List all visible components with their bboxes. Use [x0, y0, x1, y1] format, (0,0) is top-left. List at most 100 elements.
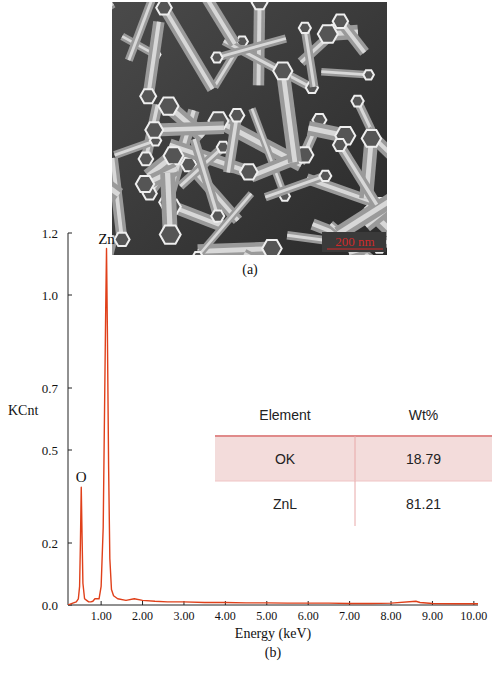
y-tick: [68, 543, 72, 544]
rod-tip: [333, 15, 348, 28]
rod-edge: [265, 176, 325, 197]
x-tick-label: 2.00: [132, 609, 153, 623]
x-axis: [68, 605, 478, 606]
y-tick-label: 0.0: [42, 598, 58, 613]
y-tick-label: 1.2: [42, 226, 58, 241]
rod-edge: [340, 145, 377, 205]
table-header: Element: [259, 407, 310, 423]
peak-label: Zn: [98, 231, 115, 247]
rod: [340, 145, 377, 205]
rod: [194, 139, 218, 216]
plot-area: [68, 249, 478, 606]
table-cell: OK: [275, 451, 296, 467]
x-tick-label: 3.00: [173, 609, 194, 623]
y-tick-label: 0.2: [42, 536, 58, 551]
rod-tip: [160, 226, 181, 244]
y-axis-title: KCnt: [8, 403, 38, 418]
figure: 200 nm (a) 0.0 0.2 0.5 0.7 1.0 1.2 1.00 2.00 3.00 4…: [0, 0, 501, 675]
rod-tip: [145, 122, 163, 137]
y-tick: [68, 450, 72, 451]
panel-a: 200 nm: [44, 0, 447, 286]
x-tick-label: 10.00: [460, 609, 487, 623]
rod-tip: [363, 70, 374, 79]
rod-edge: [200, 2, 235, 44]
scale-bar-label: 200 nm: [335, 234, 374, 249]
panel-label: (a): [242, 262, 258, 278]
table: ElementWt%OK18.79ZnL81.21: [215, 407, 492, 526]
rod-edge: [252, 109, 285, 197]
x-tick-label: 1.00: [91, 609, 112, 623]
rod-tip: [318, 25, 338, 42]
rod-tip: [299, 23, 311, 33]
rod-tip: [159, 97, 179, 114]
rod-edge: [228, 115, 237, 172]
rod-edge: [148, 22, 159, 96]
table-divider: [355, 481, 356, 526]
scale-bar: [327, 248, 383, 249]
rod: [252, 109, 285, 197]
table-divider: [355, 436, 356, 481]
table-cell: 81.21: [406, 496, 441, 512]
table-rule: [215, 435, 492, 437]
rod-tip: [211, 53, 222, 63]
x-tick: [142, 601, 143, 605]
rod-tip: [156, 2, 172, 15]
y-tick: [68, 233, 72, 234]
rod: [164, 8, 213, 89]
rod-edge: [244, 253, 296, 255]
rod: [154, 128, 224, 130]
x-tick-label: 9.00: [422, 609, 443, 623]
y-axis: [68, 233, 69, 605]
y-tick: [68, 295, 72, 296]
rod-edge: [198, 194, 252, 255]
x-tick-label: 7.00: [339, 609, 360, 623]
rod-tip: [164, 147, 184, 164]
y-tick: [68, 388, 72, 389]
spectrum-line: [68, 249, 478, 606]
rod-tip: [193, 252, 203, 255]
rod-edge: [154, 128, 224, 130]
rod: [198, 194, 252, 255]
rods: [112, 2, 387, 255]
rod-edge: [194, 139, 218, 216]
peak-label: O: [76, 469, 87, 485]
rod-edge: [112, 4, 113, 23]
rod-tip: [252, 2, 268, 9]
y-tick-label: 1.0: [42, 288, 58, 303]
x-axis-title: Energy (keV): [235, 626, 312, 642]
x-tick-label: 5.00: [256, 609, 277, 623]
rod-tip: [262, 240, 282, 255]
rod: [321, 72, 368, 75]
rod-edge: [305, 28, 314, 87]
rod-tip: [136, 176, 154, 192]
rod: [198, 249, 272, 252]
rod-edge: [283, 71, 295, 162]
rod: [112, 4, 113, 23]
y-tick-label: 0.7: [42, 381, 59, 396]
rod-tip: [114, 233, 129, 246]
rod: [305, 28, 314, 87]
rod-tip: [351, 96, 363, 107]
rod-tip: [230, 109, 245, 122]
rod-tip: [140, 89, 156, 103]
rod: [148, 22, 159, 96]
rod-edge: [115, 141, 156, 156]
rod-edge: [198, 249, 272, 252]
panel-b: 0.00.20.50.71.01.21.002.003.004.005.006.…: [8, 226, 492, 643]
rod-tip: [139, 153, 154, 166]
rod-tip: [240, 164, 258, 179]
table-cell: 18.79: [406, 451, 441, 467]
x-tick: [101, 601, 102, 605]
rod-edge: [321, 72, 368, 75]
rod-tip: [319, 171, 331, 181]
y-tick-label: 0.5: [42, 443, 58, 458]
panel-label: (b): [265, 645, 282, 661]
rod: [115, 141, 156, 156]
rod: [283, 71, 295, 162]
rod: [200, 2, 235, 44]
rod-tip: [273, 63, 292, 80]
rod-tip: [362, 130, 381, 147]
table-cell: ZnL: [273, 496, 297, 512]
rod: [265, 176, 325, 197]
x-tick-label: 4.00: [215, 609, 236, 623]
